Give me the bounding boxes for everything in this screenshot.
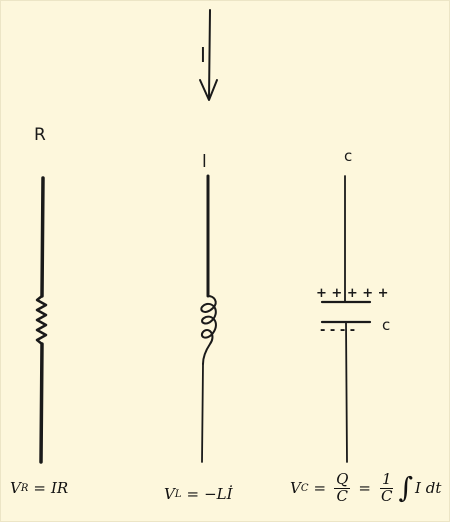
integral-sign: ∫ xyxy=(398,471,414,505)
capacitor-eq-sub: C xyxy=(300,482,309,494)
resistor-eq-v: V xyxy=(10,479,21,497)
capacitor-top-label: c xyxy=(344,147,352,165)
capacitor-eq-equals-1: = xyxy=(313,479,327,498)
capacitor-eq-equals-2: = xyxy=(358,479,371,498)
capacitor-eq-v: V xyxy=(290,479,301,498)
capacitor-eq-fraction-1-c: 1 C xyxy=(379,470,394,505)
current-arrow xyxy=(199,9,218,101)
inductor-eq-v: V xyxy=(164,485,175,503)
current-label: I xyxy=(200,43,206,67)
capacitor-symbol xyxy=(320,175,372,463)
resistor-label: R xyxy=(34,125,46,145)
resistor-eq-equals: = xyxy=(33,479,46,497)
capacitor-side-label: c xyxy=(382,316,390,334)
inductor-eq-rhs: −Lİ xyxy=(204,485,233,503)
inductor-eq-equals: = xyxy=(186,485,200,503)
fraction-denominator: C xyxy=(380,486,393,505)
capacitor-eq-fraction-q-c: Q C xyxy=(334,470,351,505)
resistor-eq-rhs: IR xyxy=(50,479,69,497)
minus-charges: - - - - xyxy=(320,323,355,338)
fraction-numerator: 1 xyxy=(379,470,394,489)
inductor-symbol xyxy=(200,174,217,463)
inductor-label: l xyxy=(202,152,207,172)
inductor-eq-sub: L xyxy=(174,488,182,500)
plus-charges: + + + + + xyxy=(316,286,389,301)
fraction-numerator: Q xyxy=(334,470,351,489)
resistor-symbol xyxy=(35,176,48,464)
resistor-eq-sub: R xyxy=(20,482,29,494)
capacitor-eq-integrand: I dt xyxy=(415,479,442,498)
fraction-denominator: C xyxy=(336,486,348,505)
